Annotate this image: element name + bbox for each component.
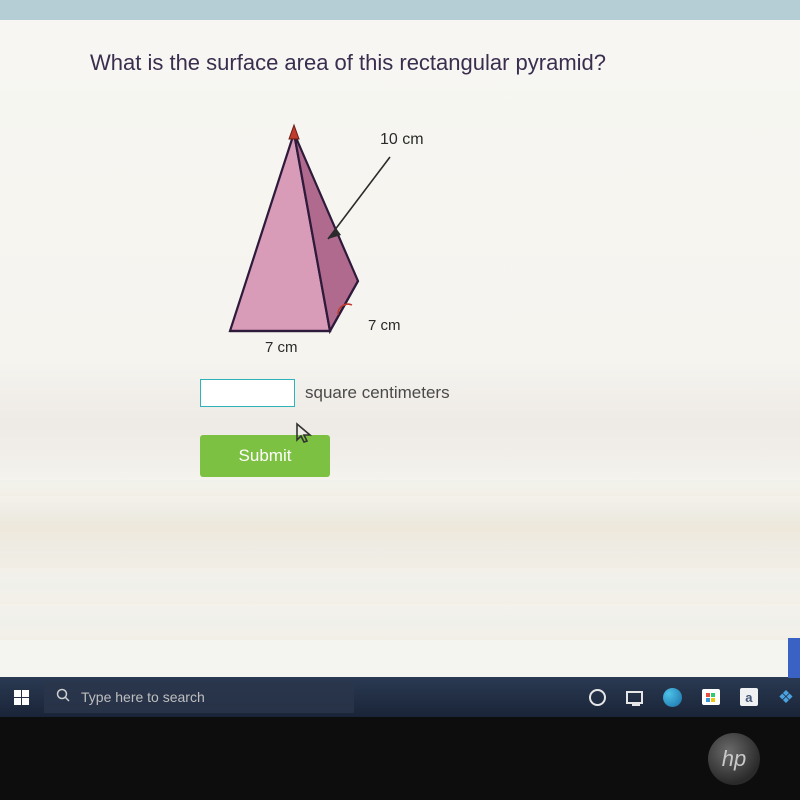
windows-icon — [14, 690, 29, 705]
answer-input[interactable] — [200, 379, 295, 407]
task-view-icon[interactable] — [626, 677, 643, 717]
taskbar-tray: a ❖ — [589, 677, 800, 717]
search-placeholder: Type here to search — [81, 689, 205, 705]
search-icon — [56, 688, 71, 706]
taskbar-search[interactable]: Type here to search — [44, 681, 354, 713]
screen-glare — [0, 480, 800, 640]
slant-height-label: 10 cm — [380, 131, 424, 149]
screen-area: What is the surface area of this rectang… — [0, 0, 800, 680]
browser-top-strip — [0, 0, 800, 20]
windows-taskbar: Type here to search a ❖ — [0, 677, 800, 717]
cortana-icon[interactable] — [589, 677, 606, 717]
submit-button[interactable]: Submit — [200, 435, 330, 477]
question-content: What is the surface area of this rectang… — [0, 20, 800, 640]
question-text: What is the surface area of this rectang… — [90, 50, 710, 76]
base-right-label: 7 cm — [368, 317, 401, 334]
amazon-icon[interactable]: a — [740, 677, 758, 717]
taskbar-right-edge — [788, 638, 800, 678]
dropbox-icon[interactable]: ❖ — [778, 677, 794, 717]
hp-logo: hp — [708, 733, 760, 785]
edge-icon[interactable] — [663, 677, 682, 717]
answer-row: square centimeters — [200, 379, 710, 407]
microsoft-store-icon[interactable] — [702, 677, 720, 717]
laptop-bezel: hp — [0, 717, 800, 800]
pyramid-svg — [200, 121, 460, 361]
base-left-label: 7 cm — [265, 339, 298, 356]
answer-unit-label: square centimeters — [305, 383, 450, 403]
pyramid-figure: 10 cm 7 cm 7 cm — [200, 121, 500, 371]
start-button[interactable] — [0, 677, 42, 717]
amazon-letter: a — [745, 690, 752, 705]
